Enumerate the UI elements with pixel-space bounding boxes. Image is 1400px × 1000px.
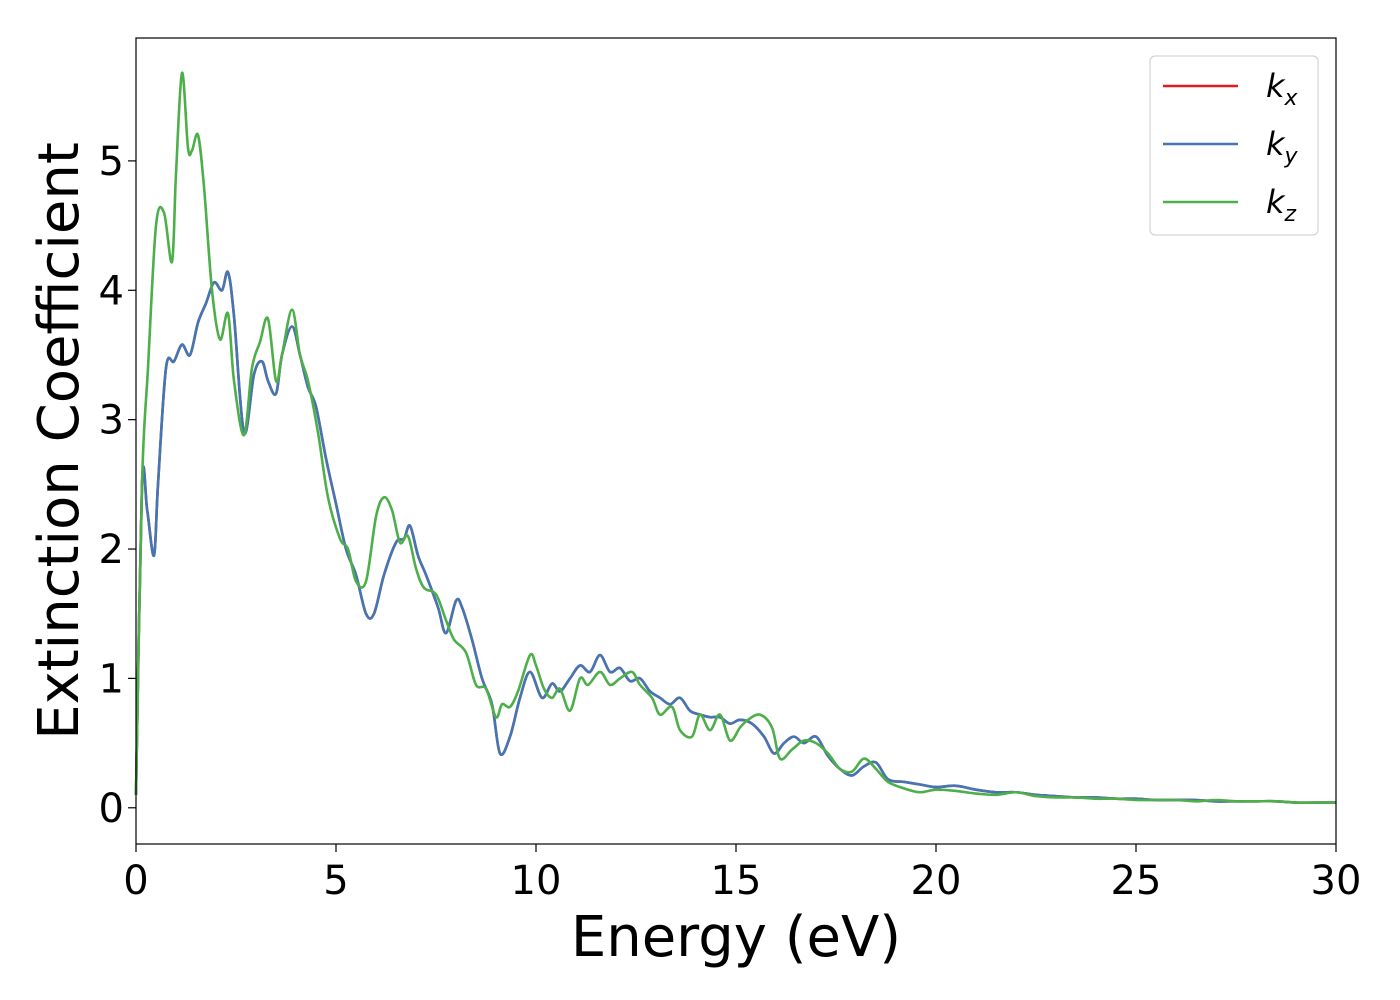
y-tick-label: 1	[99, 656, 124, 702]
x-tick-label: 15	[711, 858, 762, 904]
legend: kx ky kz	[1149, 55, 1319, 236]
legend-label-z: kz	[1266, 183, 1297, 227]
x-axis-label: Energy (eV)	[571, 905, 901, 970]
x-tick-label: 0	[123, 858, 148, 904]
series-line-ky	[134, 270, 1336, 804]
y-tick-label: 4	[99, 268, 124, 314]
legend-frame	[1149, 55, 1319, 236]
y-tick-label: 3	[99, 398, 124, 444]
x-tick-label: 25	[1111, 858, 1162, 904]
legend-entries: kx ky kz	[1163, 67, 1299, 227]
y-tick-label: 0	[99, 786, 124, 832]
legend-label-y: ky	[1266, 125, 1299, 169]
plot-background	[136, 38, 1336, 844]
series-line-kz	[134, 71, 1336, 804]
x-axis-ticks: 0 5 10 15 20 25 30	[123, 844, 1361, 904]
y-tick-label: 2	[99, 527, 124, 573]
x-tick-label: 20	[911, 858, 962, 904]
y-axis-ticks: 0 1 2 3 4 5	[99, 139, 136, 832]
y-axis-label: Extinction Coefficient	[27, 142, 92, 740]
series-layer	[134, 71, 1336, 804]
y-tick-label: 5	[99, 139, 124, 185]
x-tick-label: 30	[1311, 858, 1362, 904]
x-tick-label: 10	[511, 858, 562, 904]
legend-label-x: kx	[1266, 67, 1299, 111]
x-tick-label: 5	[323, 858, 348, 904]
